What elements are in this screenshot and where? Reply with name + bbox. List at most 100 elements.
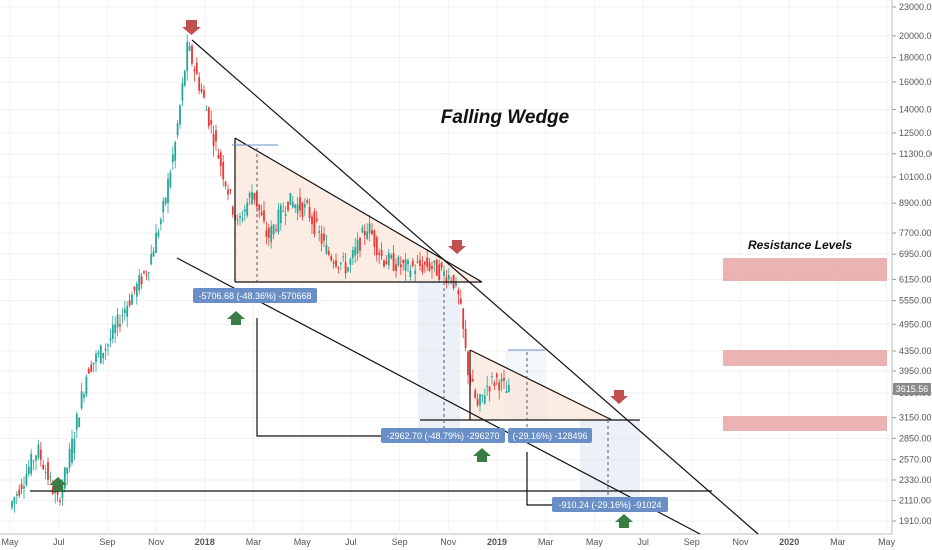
candle-body bbox=[116, 314, 119, 328]
candle-body bbox=[392, 253, 395, 271]
price-tick-label: 2330.00 bbox=[899, 475, 932, 485]
measurement-label-1: -5706.68 (-48.36%) -570668 bbox=[193, 288, 317, 303]
time-tick-label: Jul bbox=[345, 537, 357, 547]
candle-body bbox=[301, 202, 304, 217]
candle-body bbox=[455, 281, 457, 286]
candle-body bbox=[212, 133, 215, 147]
candle-body bbox=[491, 376, 493, 378]
candle-body bbox=[311, 216, 313, 225]
candle-body bbox=[61, 486, 64, 499]
candle-body bbox=[23, 486, 25, 489]
candle-body bbox=[229, 189, 232, 191]
candle-body bbox=[342, 256, 345, 258]
candle-body bbox=[488, 386, 491, 392]
price-tick-label: 23000.00 bbox=[899, 2, 932, 12]
candle-body bbox=[164, 197, 167, 204]
candle-body bbox=[335, 260, 337, 267]
candle-body bbox=[402, 260, 405, 263]
candle-body bbox=[114, 324, 117, 334]
time-tick-label: Mar bbox=[246, 537, 262, 547]
price-tick-label: 11300.00 bbox=[899, 149, 932, 159]
candle-body bbox=[433, 260, 436, 263]
candle-body bbox=[443, 271, 445, 277]
candle-body bbox=[267, 227, 270, 238]
candle-body bbox=[119, 324, 121, 327]
measurement-label-2: -2962.70 (-48.79%) -296270 bbox=[381, 428, 505, 443]
candle-body bbox=[162, 201, 165, 213]
candle-body bbox=[231, 206, 234, 215]
price-tick-label: 16000.00 bbox=[899, 77, 932, 87]
candle-body bbox=[399, 264, 402, 268]
candle-body bbox=[191, 45, 193, 64]
candles bbox=[11, 34, 510, 513]
price-tick-label: 2110.00 bbox=[899, 495, 931, 505]
candle-body bbox=[265, 230, 268, 237]
candle-body bbox=[186, 41, 189, 71]
candle-body bbox=[205, 109, 208, 111]
measurement-label-3: (-29.16%) -128496 bbox=[508, 428, 592, 443]
time-tick-label: Mar bbox=[830, 537, 846, 547]
candle-body bbox=[39, 449, 42, 460]
candle-body bbox=[181, 83, 184, 101]
candle-body bbox=[289, 193, 292, 205]
time-tick-label: Jul bbox=[637, 537, 649, 547]
candle-body bbox=[32, 460, 35, 462]
candle-body bbox=[75, 413, 78, 430]
price-tick-label: 6950.00 bbox=[899, 249, 932, 259]
candle-body bbox=[308, 206, 311, 219]
price-tick-label: 12500.00 bbox=[899, 128, 932, 138]
candle-body bbox=[404, 259, 407, 271]
candle-body bbox=[183, 70, 186, 86]
candle-body bbox=[263, 210, 265, 222]
candle-body bbox=[337, 267, 340, 269]
candle-body bbox=[272, 224, 275, 235]
time-tick-label: May bbox=[1, 537, 19, 547]
candle-body bbox=[419, 259, 421, 266]
candle-body bbox=[97, 352, 100, 355]
candle-body bbox=[143, 271, 145, 273]
candle-body bbox=[27, 466, 30, 475]
candle-body bbox=[500, 378, 503, 382]
candle-body bbox=[135, 283, 138, 297]
candle-body bbox=[339, 262, 342, 265]
candle-body bbox=[239, 216, 241, 218]
candle-body bbox=[495, 373, 498, 378]
measurement-label-text: -2962.70 (-48.79%) -296270 bbox=[386, 431, 499, 441]
candle-body bbox=[464, 328, 467, 348]
candle-body bbox=[431, 266, 433, 269]
candle-body bbox=[481, 394, 484, 397]
candle-body bbox=[126, 305, 129, 317]
time-tick-label: Nov bbox=[732, 537, 749, 547]
price-tick-label: 2850.00 bbox=[899, 433, 932, 443]
candle-body bbox=[188, 46, 191, 51]
candle-body bbox=[354, 247, 357, 256]
candle-body bbox=[315, 218, 318, 221]
candle-body bbox=[35, 455, 37, 461]
measure-area-1 bbox=[418, 282, 460, 432]
candle-body bbox=[219, 152, 222, 167]
price-tick-label: 8900.00 bbox=[899, 198, 932, 208]
candle-body bbox=[363, 231, 366, 236]
candle-body bbox=[390, 255, 393, 259]
candle-body bbox=[131, 294, 133, 305]
candle-body bbox=[47, 461, 49, 480]
candle-body bbox=[409, 270, 412, 277]
candle-body bbox=[176, 123, 179, 136]
measurement-label-bg bbox=[552, 497, 668, 512]
candle-body bbox=[107, 344, 109, 346]
candle-body bbox=[90, 364, 93, 372]
candle-body bbox=[378, 252, 381, 255]
candle-body bbox=[344, 262, 347, 274]
arrow-up-icon bbox=[473, 448, 491, 462]
candle-body bbox=[224, 181, 227, 187]
candle-body bbox=[152, 251, 155, 257]
candle-body bbox=[459, 298, 462, 304]
candle-body bbox=[44, 471, 47, 473]
candle-body bbox=[171, 154, 174, 163]
measurement-label-4: -910.24 (-29.16%) -91024 bbox=[552, 497, 668, 512]
price-tick-label: 14000.00 bbox=[899, 105, 932, 115]
candle-body bbox=[54, 490, 57, 494]
candle-body bbox=[200, 89, 203, 92]
price-tick-label: 4950.00 bbox=[899, 319, 932, 329]
